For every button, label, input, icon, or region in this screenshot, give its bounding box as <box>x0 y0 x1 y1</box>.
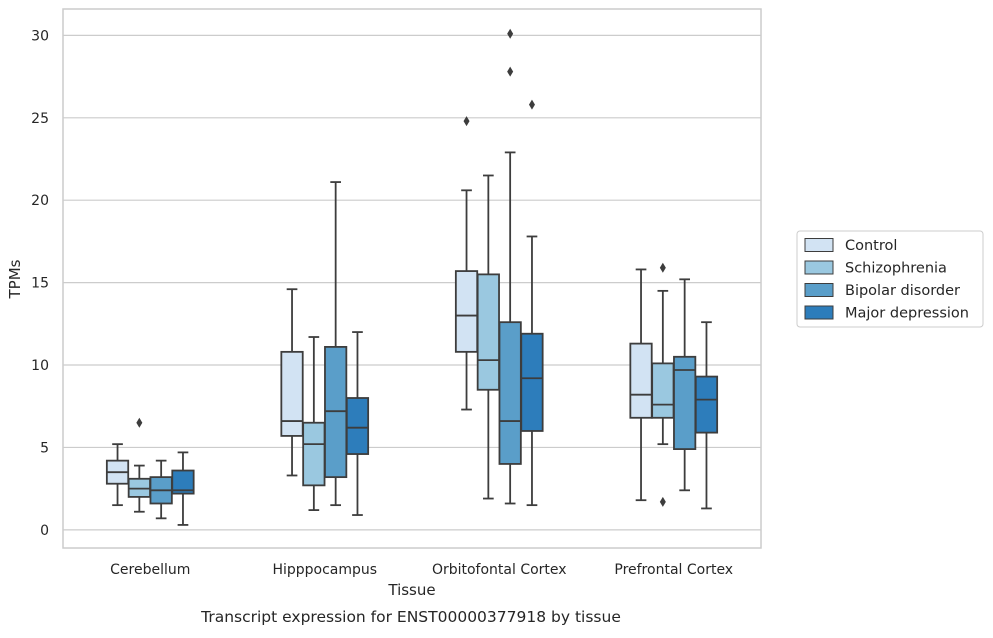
y-tick-label: 10 <box>31 358 49 374</box>
y-tick-labels: 0 5 10 15 20 25 30 <box>31 28 49 538</box>
box-group <box>280 288 304 477</box>
x-tick-label: Prefrontal Cortex <box>614 562 733 578</box>
box-layer <box>105 28 719 526</box>
box-body <box>454 270 479 353</box>
legend-label: Bipolar disorder <box>845 283 960 299</box>
outlier-point <box>463 116 470 127</box>
y-tick-label: 15 <box>31 276 49 292</box>
y-tick-label: 30 <box>31 28 49 44</box>
x-tick-label: Orbitofontal Cortex <box>432 562 567 578</box>
box-body <box>694 375 719 434</box>
box-group <box>105 443 130 507</box>
legend-swatch <box>804 238 834 252</box>
x-axis-label: Tissue <box>387 581 435 599</box>
plot-frame <box>62 8 762 549</box>
legend: Control Schizophrenia Bipolar disorder Majo… <box>796 230 984 328</box>
y-tick-label: 25 <box>31 111 49 127</box>
y-tick-label: 5 <box>40 440 49 456</box>
box-group <box>476 174 500 500</box>
legend-swatch <box>804 260 834 275</box>
box-group <box>345 331 370 516</box>
box-group <box>498 28 522 505</box>
x-tick-label: Cerebellum <box>110 562 190 578</box>
outlier-point <box>659 262 666 273</box>
box-group <box>694 321 719 510</box>
outlier-point <box>136 417 143 428</box>
y-tick-label: 0 <box>40 523 49 539</box>
box-body <box>280 350 304 437</box>
box-body <box>171 469 195 495</box>
x-tick-labels: Cerebellum Hipppocampus Orbitofontal Corte… <box>110 562 733 578</box>
outlier-point <box>507 28 514 39</box>
box-body <box>520 332 544 432</box>
legend-label: Major depression <box>845 306 969 322</box>
box-group <box>171 451 195 526</box>
box-group <box>520 99 544 507</box>
legend-swatch <box>804 283 834 297</box>
y-tick-label: 20 <box>31 193 49 209</box>
outlier-point <box>507 66 514 77</box>
box-group <box>673 278 697 492</box>
box-body <box>651 362 675 419</box>
outlier-point <box>528 99 535 110</box>
x-tick-label: Hipppocampus <box>272 562 377 578</box>
box-body <box>345 397 370 455</box>
y-axis-label: TPMs <box>6 259 24 299</box>
box-body <box>498 321 522 465</box>
outlier-point <box>659 496 666 507</box>
box-body <box>302 421 326 487</box>
box-body <box>476 273 500 391</box>
legend-label: Control <box>845 238 897 254</box>
plot-background <box>63 9 761 548</box>
legend-label: Schizophrenia <box>845 261 947 277</box>
legend-frame <box>796 230 984 328</box>
grid-lines <box>63 34 761 531</box>
box-group <box>454 116 479 411</box>
box-body <box>629 342 653 419</box>
chart-caption: Transcript expression for ENST0000037791… <box>200 608 621 626</box>
legend-swatch <box>804 305 834 320</box>
